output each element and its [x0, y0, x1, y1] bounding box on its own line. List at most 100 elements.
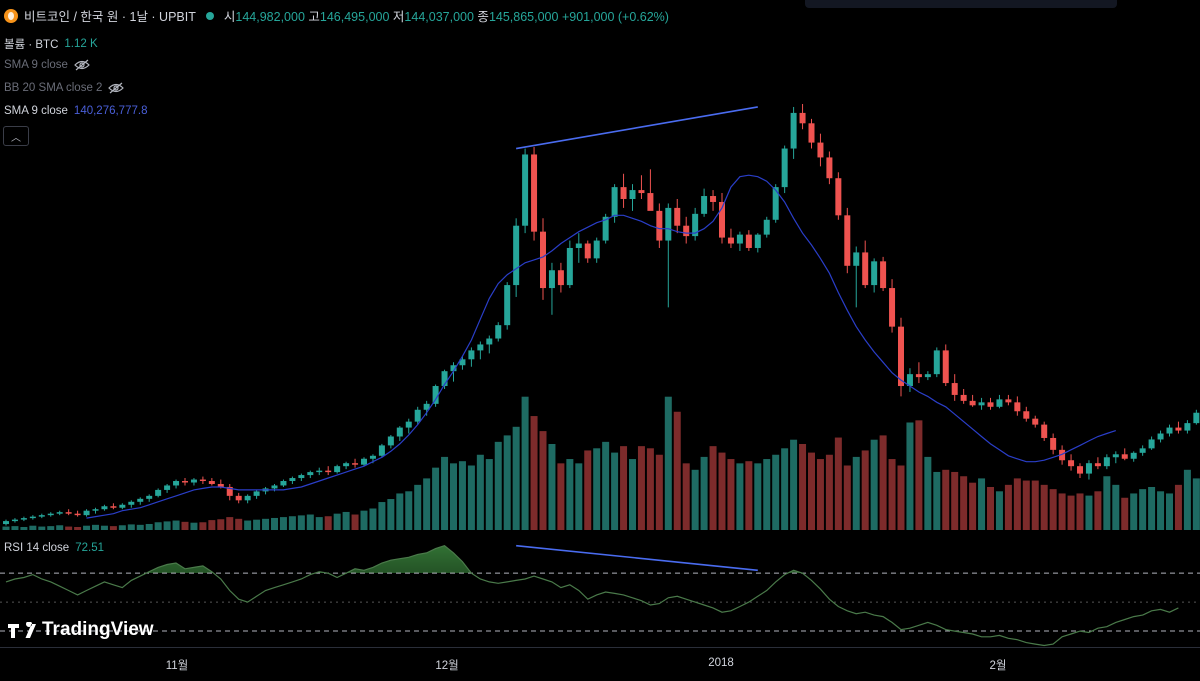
volume-bar — [763, 459, 771, 530]
candle-body — [155, 489, 162, 496]
low-value: 144,037,000 — [404, 10, 474, 24]
volume-bar — [494, 441, 502, 530]
candle-body — [898, 326, 904, 387]
volume-bar — [1112, 484, 1120, 530]
volume-bar — [655, 454, 663, 530]
candle-body — [47, 513, 54, 516]
tradingview-logo-icon — [8, 622, 36, 638]
volume-bar — [1174, 484, 1182, 530]
volume-bar — [906, 422, 914, 530]
volume-bar — [512, 426, 520, 530]
symbol-title[interactable]: 비트코인 / 한국 원 · 1날 · UPBIT — [24, 10, 196, 24]
candle-body — [1148, 439, 1155, 449]
volume-bar — [476, 454, 484, 530]
candle-body — [1059, 449, 1066, 461]
candle-body — [915, 374, 922, 378]
sma-legend[interactable]: SMA 9 close 140,276,777.8 — [4, 105, 147, 117]
volume-bar — [539, 431, 547, 530]
candle-body — [584, 243, 591, 259]
volume-bar — [56, 525, 64, 530]
sma-hidden-label: SMA 9 close — [4, 59, 68, 71]
bb-hidden-legend[interactable]: BB 20 SMA close 2 — [4, 82, 125, 94]
volume-bar — [199, 522, 207, 530]
volume-bar — [781, 448, 789, 530]
volume-bar — [1058, 493, 1066, 530]
volume-bar — [306, 514, 314, 530]
candle-body — [1077, 466, 1083, 474]
candle-body — [701, 196, 708, 214]
volume-bar — [942, 469, 950, 530]
candle-body — [665, 207, 672, 241]
volume-bar — [664, 396, 672, 530]
volume-bar — [888, 459, 896, 530]
volume-bar — [244, 520, 252, 530]
candle-body — [29, 516, 36, 519]
candle-body — [969, 400, 976, 406]
volume-bar — [709, 446, 717, 530]
sma-hidden-legend[interactable]: SMA 9 close — [4, 59, 90, 71]
candle-body — [540, 231, 546, 289]
candle-body — [298, 475, 305, 479]
candle-body — [674, 207, 681, 226]
volume-bar — [1013, 478, 1021, 530]
volume-bar — [1004, 484, 1012, 530]
candle-body — [316, 470, 323, 473]
eye-off-icon[interactable] — [108, 82, 125, 94]
volume-bar — [879, 435, 887, 530]
volume-bar — [154, 522, 162, 530]
volume-bar — [620, 446, 628, 530]
candle-body — [692, 213, 699, 237]
volume-bar — [852, 456, 860, 530]
candle-body — [1050, 437, 1057, 450]
candle-body — [38, 515, 45, 517]
rsi-legend[interactable]: RSI 14 close 72.51 — [4, 542, 104, 554]
candle-body — [307, 472, 314, 476]
candle-body — [835, 178, 842, 216]
volume-bar — [118, 525, 126, 530]
symbol-legend: 비트코인 / 한국 원 · 1날 · UPBIT 시144,982,000 고1… — [4, 6, 669, 25]
collapse-legend-button[interactable]: ︿ — [3, 126, 29, 146]
candle-body — [432, 386, 439, 404]
volume-bar — [136, 524, 144, 530]
volume-bar — [727, 459, 735, 530]
market-status-icon — [205, 11, 214, 20]
volume-bar — [253, 519, 261, 530]
volume-bar — [772, 454, 780, 530]
volume-bar — [378, 502, 386, 530]
high-label: 고 — [308, 10, 320, 24]
volume-bar — [1166, 493, 1173, 530]
open-value: 144,982,000 — [235, 10, 305, 24]
candle-body — [548, 270, 555, 289]
volume-bar — [74, 526, 82, 530]
volume-bar — [47, 526, 55, 530]
volume-bar — [83, 525, 91, 530]
volume-legend[interactable]: 볼륨 · BTC 1.12 K — [4, 36, 98, 52]
volume-bar — [315, 517, 323, 530]
sma-label: SMA 9 close — [4, 105, 68, 117]
volume-label: 볼륨 · BTC — [4, 39, 59, 51]
candle-body — [727, 237, 734, 244]
volume-bar — [924, 456, 932, 530]
candle-body — [1041, 424, 1048, 438]
candle-body — [906, 374, 913, 387]
volume-bar — [190, 522, 198, 530]
volume-bar — [790, 439, 798, 530]
volume-bar — [915, 420, 923, 530]
volume-bar — [271, 517, 278, 530]
eye-off-icon[interactable] — [74, 59, 90, 71]
candle-body — [450, 365, 457, 372]
volume-bar — [432, 467, 440, 530]
volume-bar — [2, 526, 10, 530]
candle-body — [119, 504, 126, 508]
candle-body — [557, 270, 564, 286]
volume-bar — [65, 526, 73, 530]
candle-body — [719, 201, 725, 238]
volume-bar — [575, 463, 583, 530]
candle-body — [763, 219, 770, 235]
volume-bar — [691, 469, 699, 530]
volume-bar — [566, 459, 574, 530]
volume-bar — [861, 450, 869, 530]
top-toolbar-edge[interactable] — [805, 0, 1117, 8]
volume-bar — [360, 510, 368, 530]
